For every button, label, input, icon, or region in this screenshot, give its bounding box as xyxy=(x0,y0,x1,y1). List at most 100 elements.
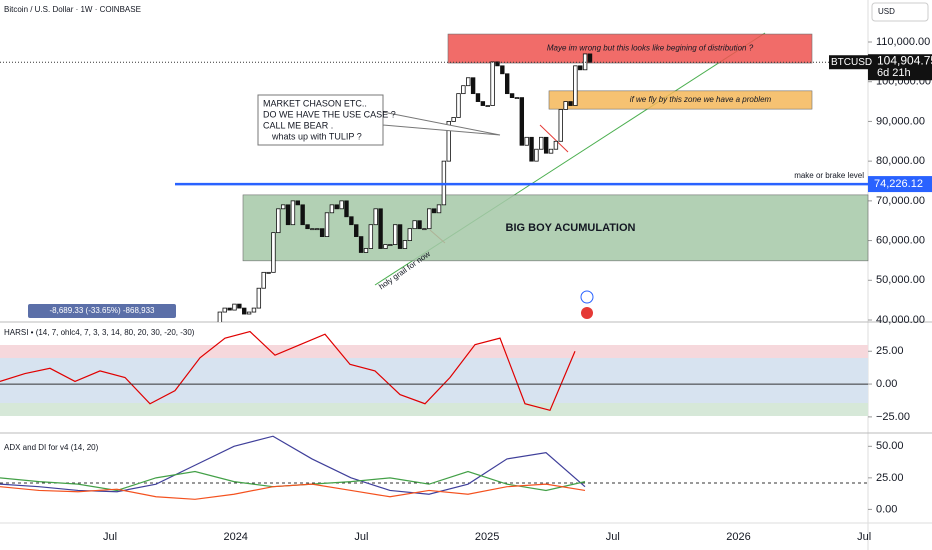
callout-text: whats up with TULIP ? xyxy=(271,131,362,141)
zone-label: BIG BOY ACUMULATION xyxy=(506,222,636,234)
symbol: BTCUSD xyxy=(831,57,872,68)
candle xyxy=(324,212,330,237)
candle xyxy=(495,61,500,67)
candle xyxy=(285,204,291,226)
callout-text: DO WE HAVE THE USE CASE ? xyxy=(263,109,396,119)
candle xyxy=(266,271,271,274)
candle xyxy=(466,77,471,87)
candle xyxy=(349,216,354,226)
candle xyxy=(305,224,310,230)
candle xyxy=(543,136,549,154)
event-icon[interactable] xyxy=(581,307,593,319)
price-tag xyxy=(868,54,932,81)
candle xyxy=(368,224,374,249)
candle xyxy=(475,93,481,102)
zone xyxy=(548,90,813,110)
candle xyxy=(548,148,554,154)
candle xyxy=(242,307,247,315)
candle xyxy=(446,121,451,162)
candle xyxy=(363,248,369,253)
candle xyxy=(407,228,412,241)
candle xyxy=(504,73,510,95)
candle xyxy=(358,236,364,253)
candle xyxy=(524,136,529,146)
y-tick-label: 40,000.00 xyxy=(876,314,925,326)
candle xyxy=(222,307,227,313)
candle xyxy=(485,105,490,107)
level-text: make or brake level xyxy=(794,171,864,180)
candle xyxy=(339,200,344,210)
zone xyxy=(447,33,813,64)
candle xyxy=(276,208,281,234)
annotation-line xyxy=(539,124,569,153)
candle xyxy=(237,303,242,309)
y-tick-label: 0.00 xyxy=(876,503,897,515)
countdown: 6d 21h xyxy=(877,67,911,79)
candle xyxy=(354,224,359,238)
indicator-line xyxy=(0,435,586,495)
candle xyxy=(344,200,349,218)
candle xyxy=(261,271,266,289)
y-tick-label: 60,000.00 xyxy=(876,234,925,246)
y-tick-label: −25.00 xyxy=(876,411,910,423)
harsi-band xyxy=(0,358,868,403)
x-tick-label: Jul xyxy=(103,531,117,543)
candle xyxy=(417,220,422,230)
callout-text: MARKET CHASON ETC.. xyxy=(263,98,367,108)
candle xyxy=(553,140,559,150)
harsi-ob-band xyxy=(0,345,868,358)
callout-text: CALL ME BEAR . xyxy=(263,120,333,130)
candle xyxy=(573,65,578,106)
level-tag xyxy=(868,176,932,193)
candle xyxy=(334,204,339,210)
candle xyxy=(227,307,232,311)
y-tick-label: 80,000.00 xyxy=(876,155,925,167)
candle xyxy=(280,204,286,210)
event-icon[interactable] xyxy=(580,290,594,304)
candle xyxy=(563,101,568,110)
harsi-os-band xyxy=(0,403,868,416)
level-label: 74,226.12 xyxy=(874,178,923,190)
y-tick-label: 0.00 xyxy=(876,378,897,390)
candle xyxy=(490,61,495,106)
candle xyxy=(587,53,593,63)
candle xyxy=(388,244,393,246)
candle xyxy=(383,244,388,249)
candle xyxy=(461,85,466,95)
x-tick-label: Jul xyxy=(606,531,620,543)
y-tick-label: 25.00 xyxy=(876,472,904,484)
candle xyxy=(534,148,539,162)
candle xyxy=(402,240,408,249)
candle xyxy=(427,208,432,230)
candle xyxy=(217,311,223,322)
indicator-line xyxy=(0,483,586,500)
currency: USD xyxy=(878,7,895,16)
y-tick-label: 90,000.00 xyxy=(876,115,925,127)
candle xyxy=(519,97,525,146)
candle xyxy=(295,200,300,206)
y-tick-label: 50.00 xyxy=(876,440,904,452)
candle xyxy=(290,200,296,226)
zone-label: Maye im wrong but this looks like begini… xyxy=(547,44,754,53)
x-tick-label: Jul xyxy=(354,531,368,543)
candle xyxy=(431,208,437,214)
candle xyxy=(422,228,427,231)
candle xyxy=(456,93,461,118)
candle xyxy=(373,208,378,226)
candle xyxy=(271,232,276,273)
pane-title: HARSI • (14, 7, ohlc4, 7, 3, 3, 14, 80, … xyxy=(4,328,195,337)
currency-button[interactable] xyxy=(871,2,929,22)
candle xyxy=(558,109,563,142)
candle xyxy=(256,287,262,309)
indicator-line xyxy=(0,330,576,412)
y-tick-label: 70,000.00 xyxy=(876,195,925,207)
x-tick-label: 2025 xyxy=(475,531,499,543)
x-tick-label: 2024 xyxy=(223,531,247,543)
candle xyxy=(412,220,417,230)
y-tick-label: 50,000.00 xyxy=(876,274,925,286)
measure: -8,689.33 (-33.65%) -868,933 xyxy=(50,306,156,315)
last-price-label: 104,904.75 xyxy=(877,53,932,67)
candle xyxy=(392,224,398,245)
